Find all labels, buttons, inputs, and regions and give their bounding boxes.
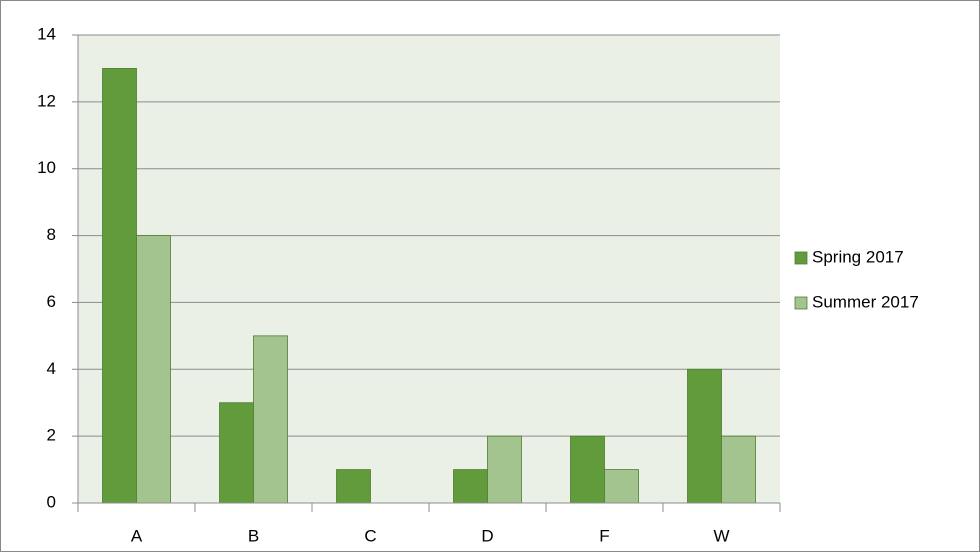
bar — [604, 469, 639, 504]
x-tick-label: B — [248, 526, 259, 545]
bar — [219, 402, 254, 504]
bar — [687, 368, 722, 504]
x-tick-label: F — [599, 526, 609, 545]
bar — [102, 68, 137, 504]
legend-label: Spring 2017 — [812, 247, 904, 266]
plot-area — [78, 35, 780, 503]
y-tick-label: 10 — [37, 158, 56, 177]
bar — [721, 435, 756, 504]
bar — [487, 435, 522, 504]
x-tick-label: D — [481, 526, 493, 545]
bar — [253, 335, 288, 504]
bar — [453, 469, 488, 504]
bar — [570, 435, 605, 504]
legend-swatch — [794, 296, 808, 310]
y-tick-label: 12 — [37, 91, 56, 110]
x-tick-label: W — [713, 526, 729, 545]
legend-label: Summer 2017 — [812, 292, 919, 311]
y-tick-label: 4 — [47, 359, 56, 378]
y-tick-label: 8 — [47, 225, 56, 244]
y-tick-label: 6 — [47, 292, 56, 311]
bar — [336, 469, 371, 504]
x-tick-label: A — [131, 526, 143, 545]
x-tick-label: C — [364, 526, 376, 545]
y-tick-label: 14 — [37, 24, 56, 43]
y-tick-label: 2 — [47, 426, 56, 445]
legend-swatch — [794, 251, 808, 265]
bar — [136, 235, 171, 504]
y-tick-label: 0 — [47, 492, 56, 511]
